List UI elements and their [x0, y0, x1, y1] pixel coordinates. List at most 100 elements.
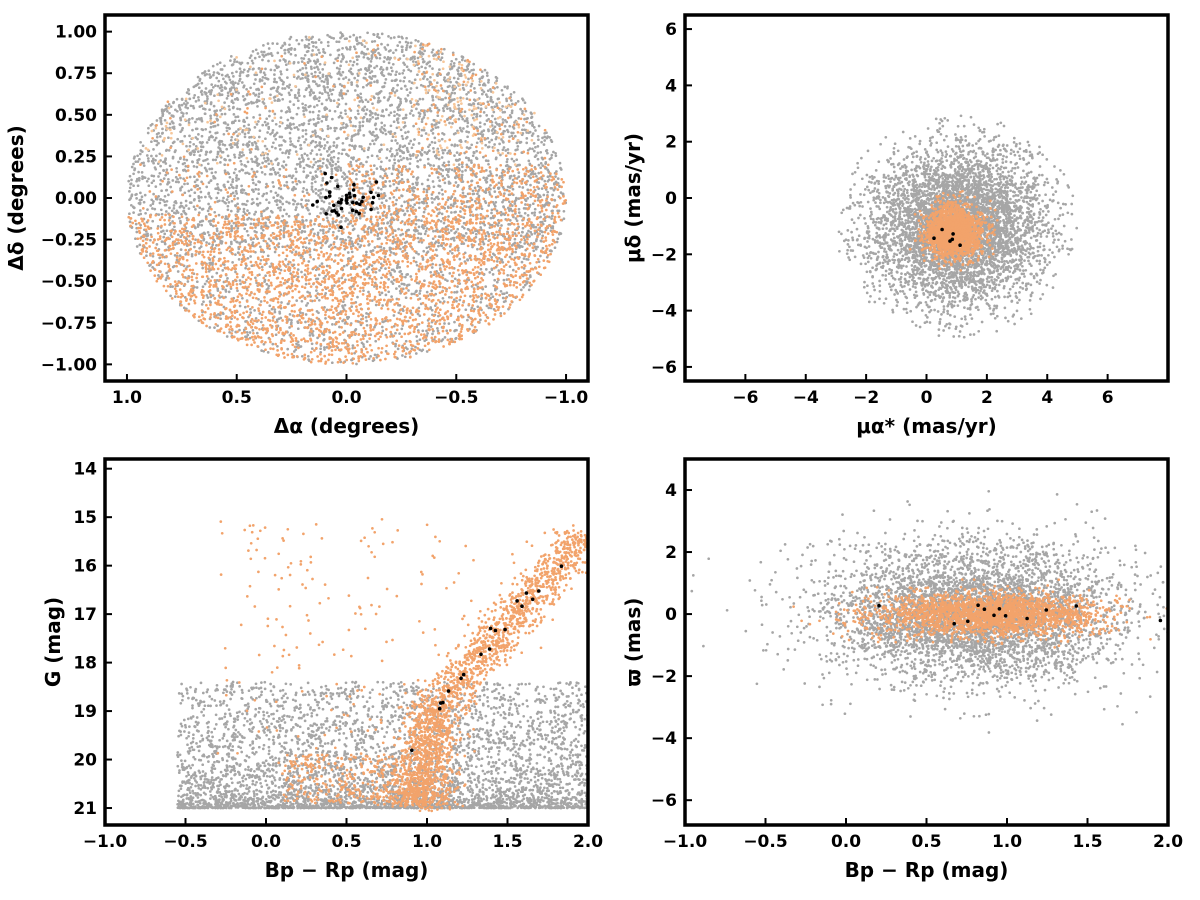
- field-point: [324, 241, 327, 245]
- field-point: [332, 149, 336, 153]
- field-point: [326, 141, 329, 144]
- field-point: [324, 118, 328, 122]
- field-point: [181, 168, 185, 172]
- field-point: [206, 296, 210, 299]
- field-point: [340, 116, 344, 120]
- field-point: [536, 134, 540, 138]
- field-point: [274, 64, 278, 67]
- field-point: [321, 187, 324, 191]
- field-point: [202, 238, 205, 242]
- field-point: [350, 139, 354, 143]
- field-point: [161, 112, 165, 116]
- field-point: [316, 231, 320, 235]
- field-point: [356, 242, 360, 246]
- field-point: [257, 297, 260, 301]
- field-point: [377, 51, 380, 55]
- field-point: [301, 129, 305, 132]
- field-point: [186, 182, 189, 186]
- field-point: [222, 132, 226, 136]
- field-point: [497, 97, 501, 101]
- field-point: [415, 183, 419, 187]
- field-point: [297, 94, 301, 98]
- field-point: [326, 91, 330, 95]
- field-point: [168, 122, 172, 126]
- field-point: [269, 93, 272, 97]
- field-point: [527, 229, 530, 233]
- field-point: [236, 197, 240, 200]
- field-point: [197, 223, 201, 227]
- field-point: [209, 114, 212, 118]
- field-point: [447, 163, 451, 167]
- field-point: [294, 150, 298, 153]
- field-point: [281, 164, 284, 168]
- field-point: [482, 155, 485, 159]
- field-point: [319, 246, 323, 250]
- field-point: [405, 240, 409, 244]
- field-point: [487, 81, 490, 84]
- field-point: [323, 144, 327, 147]
- field-point: [184, 204, 188, 207]
- field-point: [347, 235, 350, 239]
- field-point: [471, 116, 475, 120]
- field-point: [478, 125, 482, 129]
- field-point: [403, 144, 407, 148]
- field-point: [396, 108, 400, 112]
- field-point: [503, 124, 507, 128]
- field-point: [344, 109, 347, 112]
- field-point: [229, 59, 232, 62]
- field-point: [321, 75, 325, 78]
- field-point: [164, 173, 168, 177]
- field-point: [219, 317, 222, 321]
- field-point: [439, 219, 443, 223]
- field-point: [357, 132, 360, 135]
- field-point: [205, 294, 209, 297]
- field-point: [204, 91, 208, 95]
- field-point: [303, 95, 306, 98]
- field-point: [263, 172, 267, 176]
- field-point: [413, 57, 416, 61]
- field-point: [413, 138, 416, 141]
- field-point: [376, 234, 380, 238]
- field-point: [331, 323, 334, 326]
- field-point: [432, 273, 436, 277]
- field-point: [431, 332, 434, 336]
- field-point: [316, 167, 320, 171]
- field-point: [491, 114, 494, 118]
- field-point: [422, 210, 426, 214]
- field-point: [490, 292, 493, 296]
- field-point: [174, 175, 178, 179]
- field-point: [487, 204, 491, 207]
- field-point: [290, 176, 294, 180]
- field-point: [551, 193, 554, 197]
- field-point: [359, 244, 363, 247]
- field-point: [449, 109, 452, 112]
- field-point: [546, 151, 549, 155]
- field-point: [405, 98, 408, 102]
- field-point: [422, 227, 425, 230]
- field-point: [179, 187, 182, 190]
- field-point: [515, 158, 519, 162]
- field-point: [453, 98, 456, 101]
- field-point: [322, 50, 325, 54]
- field-point: [501, 296, 505, 300]
- field-point: [420, 118, 424, 121]
- field-point: [414, 260, 418, 264]
- field-point: [255, 170, 259, 173]
- field-point: [246, 145, 250, 148]
- field-point: [422, 116, 426, 119]
- field-point: [301, 67, 305, 70]
- field-point: [493, 143, 496, 146]
- field-point: [521, 97, 524, 101]
- field-point: [383, 169, 386, 172]
- field-point: [304, 76, 307, 79]
- field-point: [425, 246, 429, 250]
- field-point: [490, 255, 494, 259]
- field-point: [237, 91, 240, 95]
- field-point: [233, 60, 236, 64]
- field-point: [287, 50, 291, 54]
- field-point: [532, 149, 536, 153]
- field-point: [267, 162, 271, 166]
- field-point: [220, 68, 224, 71]
- field-point: [200, 134, 204, 138]
- field-point: [323, 348, 326, 351]
